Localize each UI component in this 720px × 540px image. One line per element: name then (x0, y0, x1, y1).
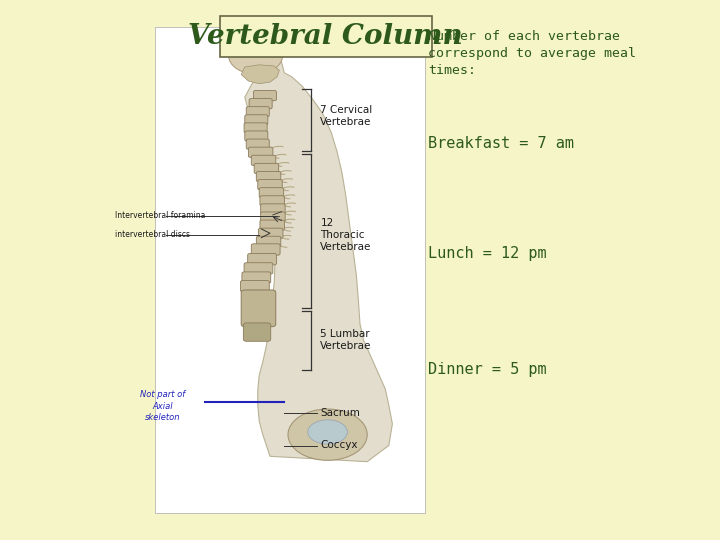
FancyBboxPatch shape (244, 123, 267, 133)
Text: Dinner = 5 pm: Dinner = 5 pm (428, 362, 547, 377)
Text: 5 Lumbar
Vertebrae: 5 Lumbar Vertebrae (320, 329, 372, 352)
FancyBboxPatch shape (251, 244, 280, 255)
Polygon shape (241, 65, 279, 84)
FancyBboxPatch shape (249, 98, 272, 109)
FancyBboxPatch shape (258, 228, 283, 239)
Text: intervertebral discs: intervertebral discs (115, 231, 190, 239)
FancyBboxPatch shape (254, 163, 279, 174)
FancyBboxPatch shape (155, 27, 425, 513)
FancyBboxPatch shape (258, 179, 282, 190)
FancyBboxPatch shape (260, 195, 284, 206)
Ellipse shape (308, 420, 348, 444)
FancyBboxPatch shape (248, 253, 276, 265)
FancyBboxPatch shape (244, 263, 273, 274)
FancyBboxPatch shape (260, 220, 284, 230)
FancyBboxPatch shape (240, 281, 269, 292)
FancyBboxPatch shape (242, 272, 271, 283)
Text: Coccyx: Coccyx (320, 441, 358, 450)
FancyBboxPatch shape (261, 204, 285, 214)
FancyBboxPatch shape (256, 171, 281, 181)
FancyBboxPatch shape (248, 147, 273, 157)
Text: Breakfast = 7 am: Breakfast = 7 am (428, 136, 575, 151)
FancyBboxPatch shape (245, 131, 268, 141)
Text: Sacrum: Sacrum (320, 408, 360, 418)
Polygon shape (245, 38, 392, 462)
Text: Intervertebral foramina: Intervertebral foramina (115, 212, 206, 220)
FancyBboxPatch shape (251, 156, 276, 165)
Ellipse shape (288, 409, 367, 460)
FancyBboxPatch shape (261, 212, 285, 222)
FancyBboxPatch shape (243, 323, 271, 341)
FancyBboxPatch shape (253, 90, 276, 100)
Text: Number of each vertebrae
correspond to average meal
times:: Number of each vertebrae correspond to a… (428, 30, 636, 77)
Text: Not part of
Axial
skeleton: Not part of Axial skeleton (140, 390, 185, 422)
Text: 12
Thoracic
Vertebrae: 12 Thoracic Vertebrae (320, 218, 372, 252)
FancyBboxPatch shape (245, 114, 268, 125)
FancyBboxPatch shape (241, 290, 276, 327)
Text: 7 Cervical
Vertebrae: 7 Cervical Vertebrae (320, 105, 373, 127)
FancyBboxPatch shape (246, 106, 269, 117)
FancyBboxPatch shape (259, 187, 284, 198)
FancyBboxPatch shape (220, 16, 432, 57)
FancyBboxPatch shape (256, 236, 281, 246)
Text: Lunch = 12 pm: Lunch = 12 pm (428, 246, 547, 261)
FancyBboxPatch shape (246, 139, 269, 149)
Text: Vertebral Column: Vertebral Column (189, 23, 463, 50)
Ellipse shape (229, 37, 283, 74)
